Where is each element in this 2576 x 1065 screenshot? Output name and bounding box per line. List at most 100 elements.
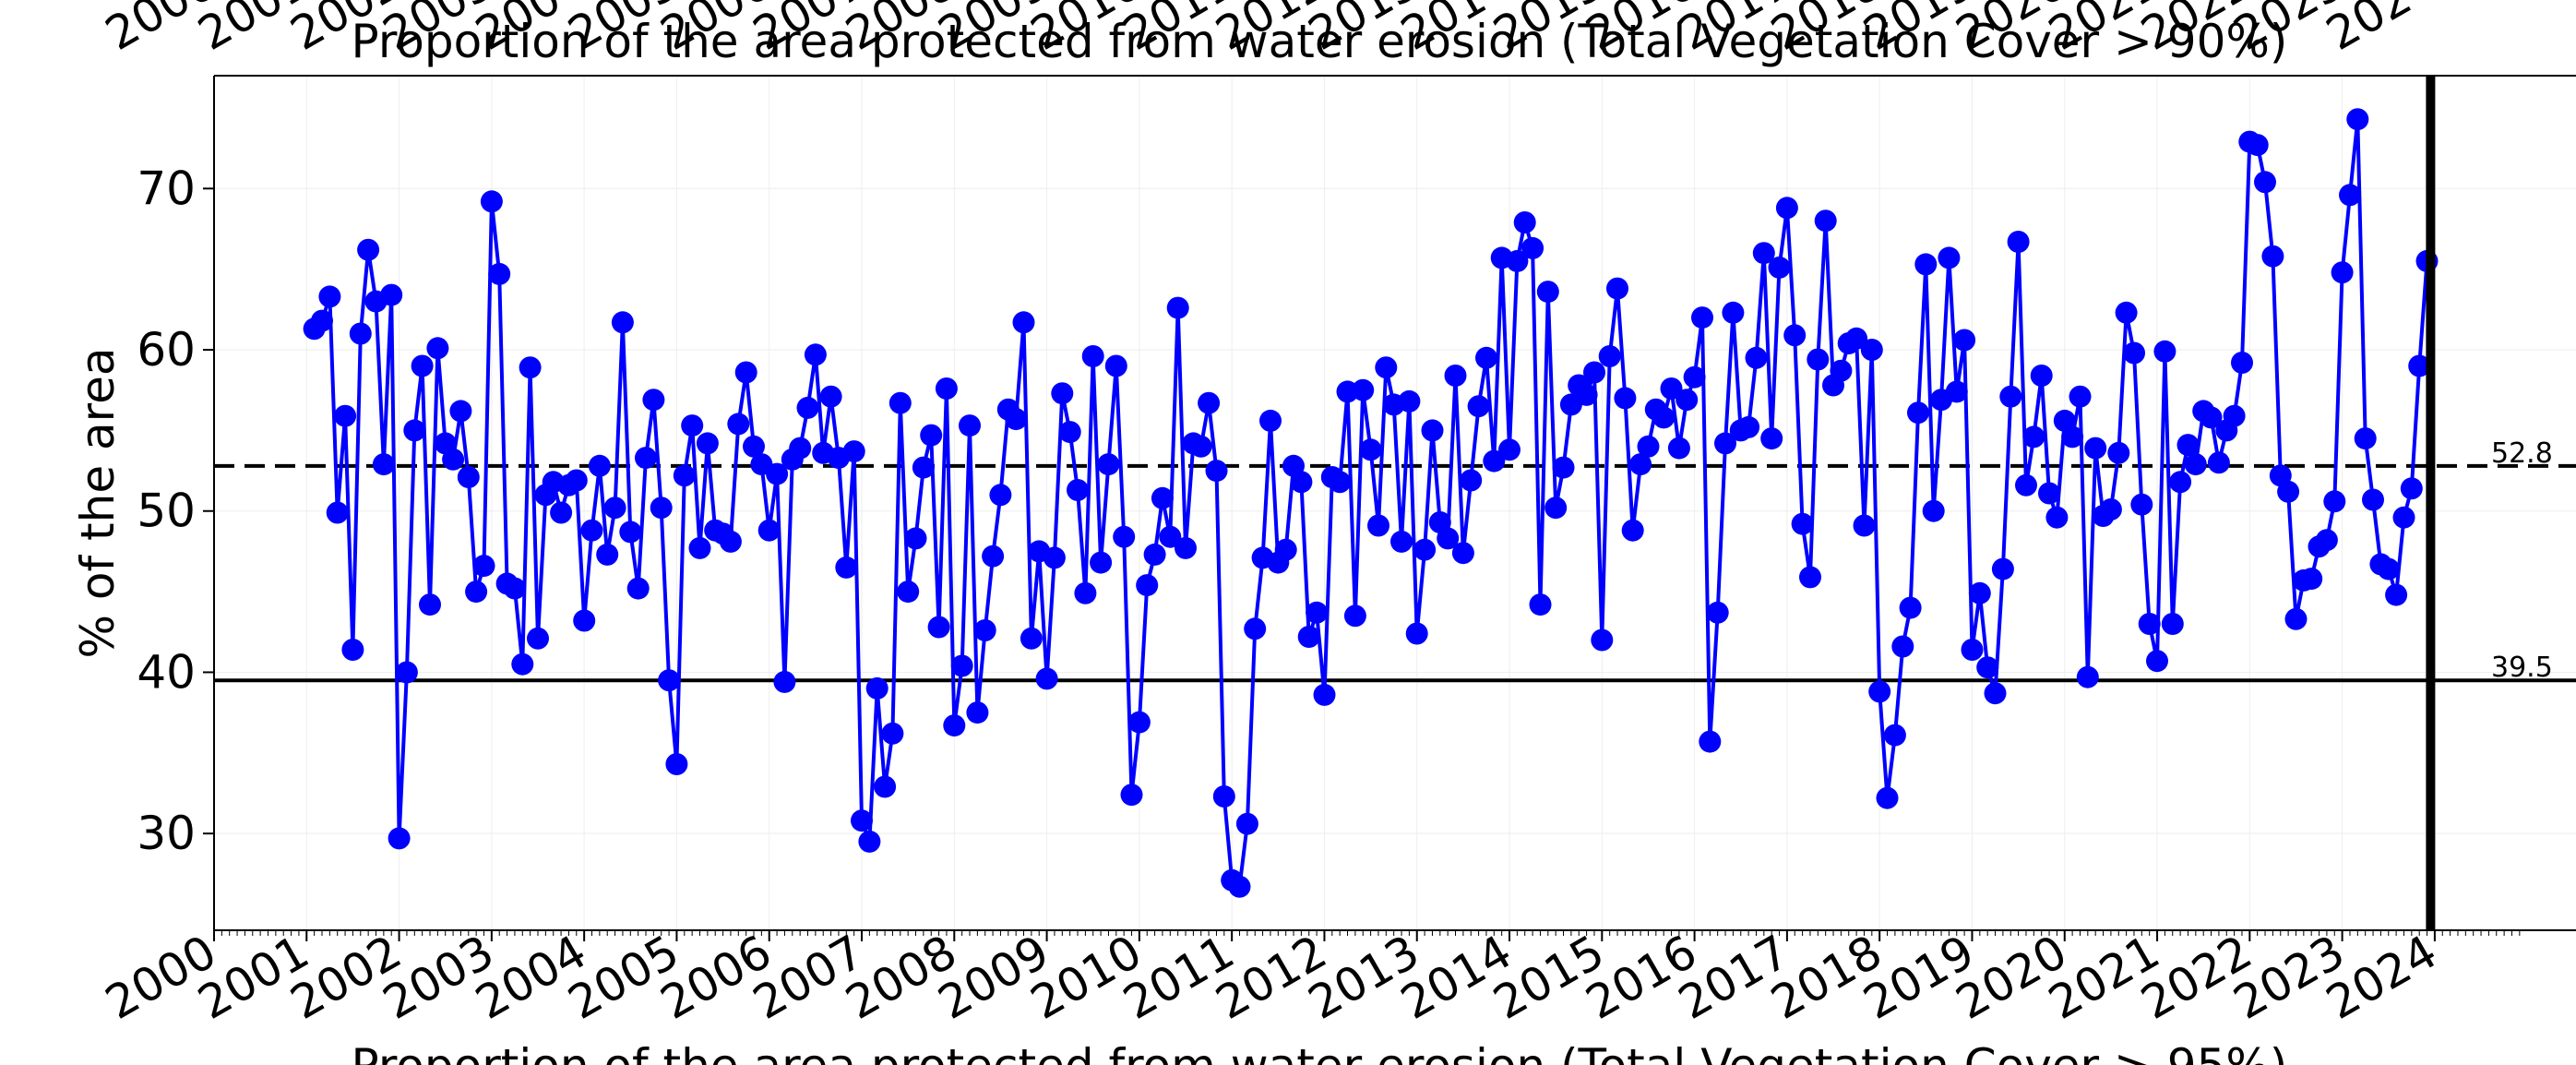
data-point	[1968, 581, 1991, 604]
data-point	[2331, 261, 2354, 284]
y-tick-label: 40	[137, 645, 196, 699]
data-point	[334, 404, 357, 427]
data-point	[1868, 680, 1891, 703]
data-point	[1367, 514, 1389, 537]
data-point	[2007, 231, 2030, 253]
data-point	[1151, 486, 1174, 509]
y-tick-label: 30	[137, 807, 196, 860]
data-point	[2107, 441, 2130, 464]
data-point	[982, 544, 1005, 568]
data-point	[2231, 352, 2253, 374]
data-point	[611, 311, 634, 334]
data-point	[1544, 497, 1568, 520]
data-point	[2138, 613, 2161, 635]
data-point	[2184, 453, 2207, 476]
data-point	[503, 577, 526, 600]
data-point	[326, 501, 349, 524]
data-point	[1830, 359, 1853, 382]
data-point	[403, 419, 426, 442]
data-point	[835, 556, 858, 579]
data-point	[1297, 626, 1320, 648]
data-point	[2161, 613, 2184, 635]
data-point	[1127, 711, 1151, 734]
data-point	[888, 391, 912, 414]
data-point	[1259, 409, 1282, 432]
data-point	[1683, 365, 1706, 389]
data-point	[1228, 875, 1251, 898]
data-point	[488, 262, 511, 285]
data-point	[1714, 432, 1736, 455]
reference-line-label: 52.8	[2491, 437, 2553, 470]
data-point	[380, 283, 403, 306]
data-point	[527, 627, 549, 650]
data-point	[465, 580, 488, 604]
data-point	[1706, 601, 1729, 624]
data-point	[1136, 574, 1159, 597]
data-point	[681, 414, 704, 437]
data-point	[1945, 380, 1968, 403]
data-point	[897, 580, 920, 604]
data-point	[1621, 519, 1644, 542]
data-point	[1722, 301, 1745, 324]
data-point	[1104, 354, 1127, 377]
data-point	[2207, 451, 2230, 474]
data-point	[2323, 490, 2346, 513]
data-point	[2030, 365, 2053, 387]
data-point	[1005, 408, 1028, 431]
data-point	[1405, 622, 1428, 645]
data-point	[1437, 527, 1460, 550]
data-point	[2377, 557, 2400, 580]
data-point	[596, 543, 619, 566]
data-point	[1791, 512, 1814, 535]
data-point	[2315, 529, 2338, 552]
data-point	[851, 809, 873, 832]
data-point	[1521, 236, 1544, 259]
data-point	[1745, 346, 1768, 369]
data-point	[696, 432, 719, 455]
data-point	[1390, 530, 1413, 553]
data-point	[2223, 404, 2246, 427]
data-point	[2339, 184, 2361, 207]
data-point	[743, 435, 765, 458]
data-point	[1058, 421, 1081, 444]
data-point	[311, 309, 333, 332]
data-point	[1752, 242, 1775, 265]
data-point	[1598, 345, 1621, 367]
data-point	[1914, 253, 1938, 276]
data-point	[1175, 536, 1197, 559]
data-point	[989, 484, 1012, 507]
data-point	[2076, 665, 2099, 688]
data-point	[1198, 391, 1221, 414]
data-point	[1444, 365, 1467, 387]
data-point	[1652, 406, 1676, 429]
data-point	[2261, 245, 2284, 268]
data-point	[550, 501, 573, 524]
data-point	[565, 469, 588, 492]
data-point	[874, 775, 897, 798]
data-point	[1699, 730, 1722, 753]
data-point	[2392, 506, 2415, 529]
data-point	[766, 462, 789, 485]
data-point	[411, 354, 434, 377]
data-point	[2254, 171, 2276, 194]
data-point	[2346, 108, 2369, 131]
data-point	[973, 619, 996, 641]
data-point	[1667, 437, 1690, 460]
data-point	[1451, 542, 1474, 565]
data-point	[457, 466, 480, 488]
data-point	[2400, 477, 2423, 500]
data-point	[1591, 628, 1614, 652]
data-point	[1552, 456, 1575, 479]
data-point	[1460, 469, 1483, 492]
data-point	[858, 830, 881, 853]
data-point	[1737, 415, 1760, 438]
data-point	[1536, 281, 1559, 304]
data-point	[372, 453, 395, 476]
next-chart-title: Proportion of the area protected from wa…	[352, 1039, 2288, 1065]
data-point	[2146, 650, 2168, 673]
data-point	[580, 519, 603, 542]
data-point	[1020, 627, 1043, 650]
data-point	[635, 447, 657, 470]
data-point	[2069, 385, 2092, 408]
